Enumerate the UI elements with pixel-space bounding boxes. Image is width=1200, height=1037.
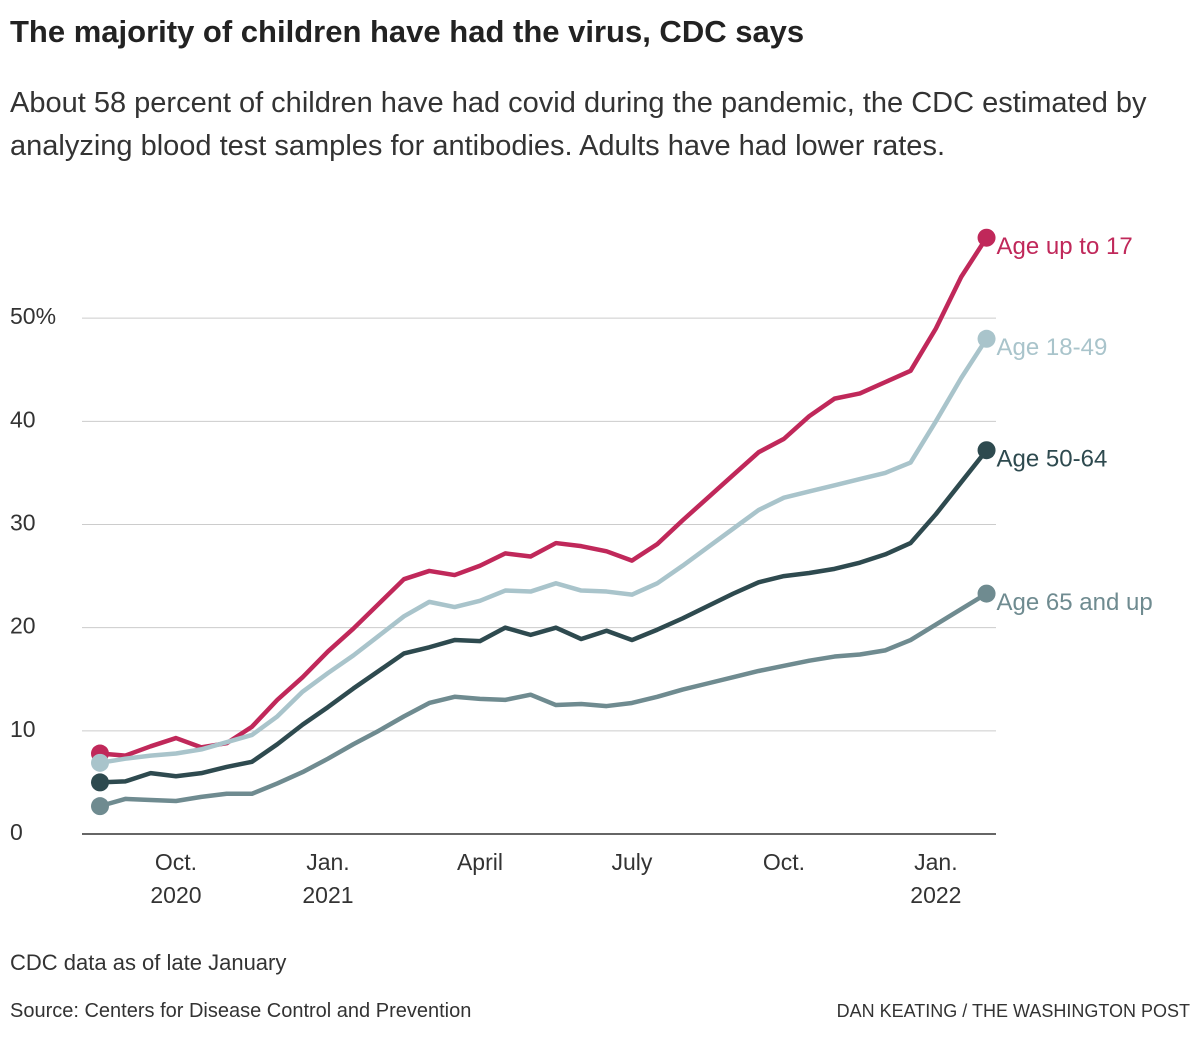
- x-tick-label: April: [457, 849, 503, 875]
- chart-title: The majority of children have had the vi…: [10, 14, 805, 49]
- y-tick-label: 20: [10, 613, 36, 639]
- series-label: Age 50-64: [997, 446, 1108, 473]
- x-tick-year: 2021: [302, 882, 353, 908]
- x-tick-label: Oct.: [155, 849, 197, 875]
- x-tick-label: Jan.: [914, 849, 957, 875]
- series-line: [99, 448, 989, 785]
- end-dot: [977, 441, 996, 460]
- series-label: Age up to 17: [997, 233, 1133, 260]
- y-tick-label: 30: [10, 510, 36, 536]
- series-line: [99, 591, 988, 809]
- series-label: Age 65 and up: [997, 589, 1153, 616]
- end-dot: [91, 753, 109, 772]
- x-tick-label: Jan.: [306, 849, 349, 875]
- x-tick-year: 2022: [910, 882, 961, 908]
- end-dot: [91, 773, 109, 792]
- x-tick-year: 2020: [150, 882, 201, 908]
- source: Source: Centers for Disease Control and …: [10, 1000, 472, 1022]
- series-label: Age 18-49: [997, 334, 1108, 361]
- end-dot: [977, 329, 996, 348]
- y-tick-label: 10: [10, 716, 36, 742]
- y-tick-label: 40: [10, 406, 36, 432]
- end-dot: [977, 584, 996, 603]
- y-tick-label: 0: [10, 819, 23, 845]
- end-dot: [91, 797, 109, 816]
- chart-subtitle: About 58 percent of children have had co…: [10, 87, 1147, 162]
- x-tick-label: July: [611, 849, 652, 875]
- end-dot: [977, 228, 996, 247]
- note: CDC data as of late January: [10, 950, 287, 975]
- x-tick-label: Oct.: [763, 849, 805, 875]
- y-tick-label: 50%: [10, 303, 56, 329]
- series-line: [99, 337, 989, 766]
- series-line: [99, 236, 989, 758]
- credit: DAN KEATING / THE WASHINGTON POST: [836, 1001, 1190, 1021]
